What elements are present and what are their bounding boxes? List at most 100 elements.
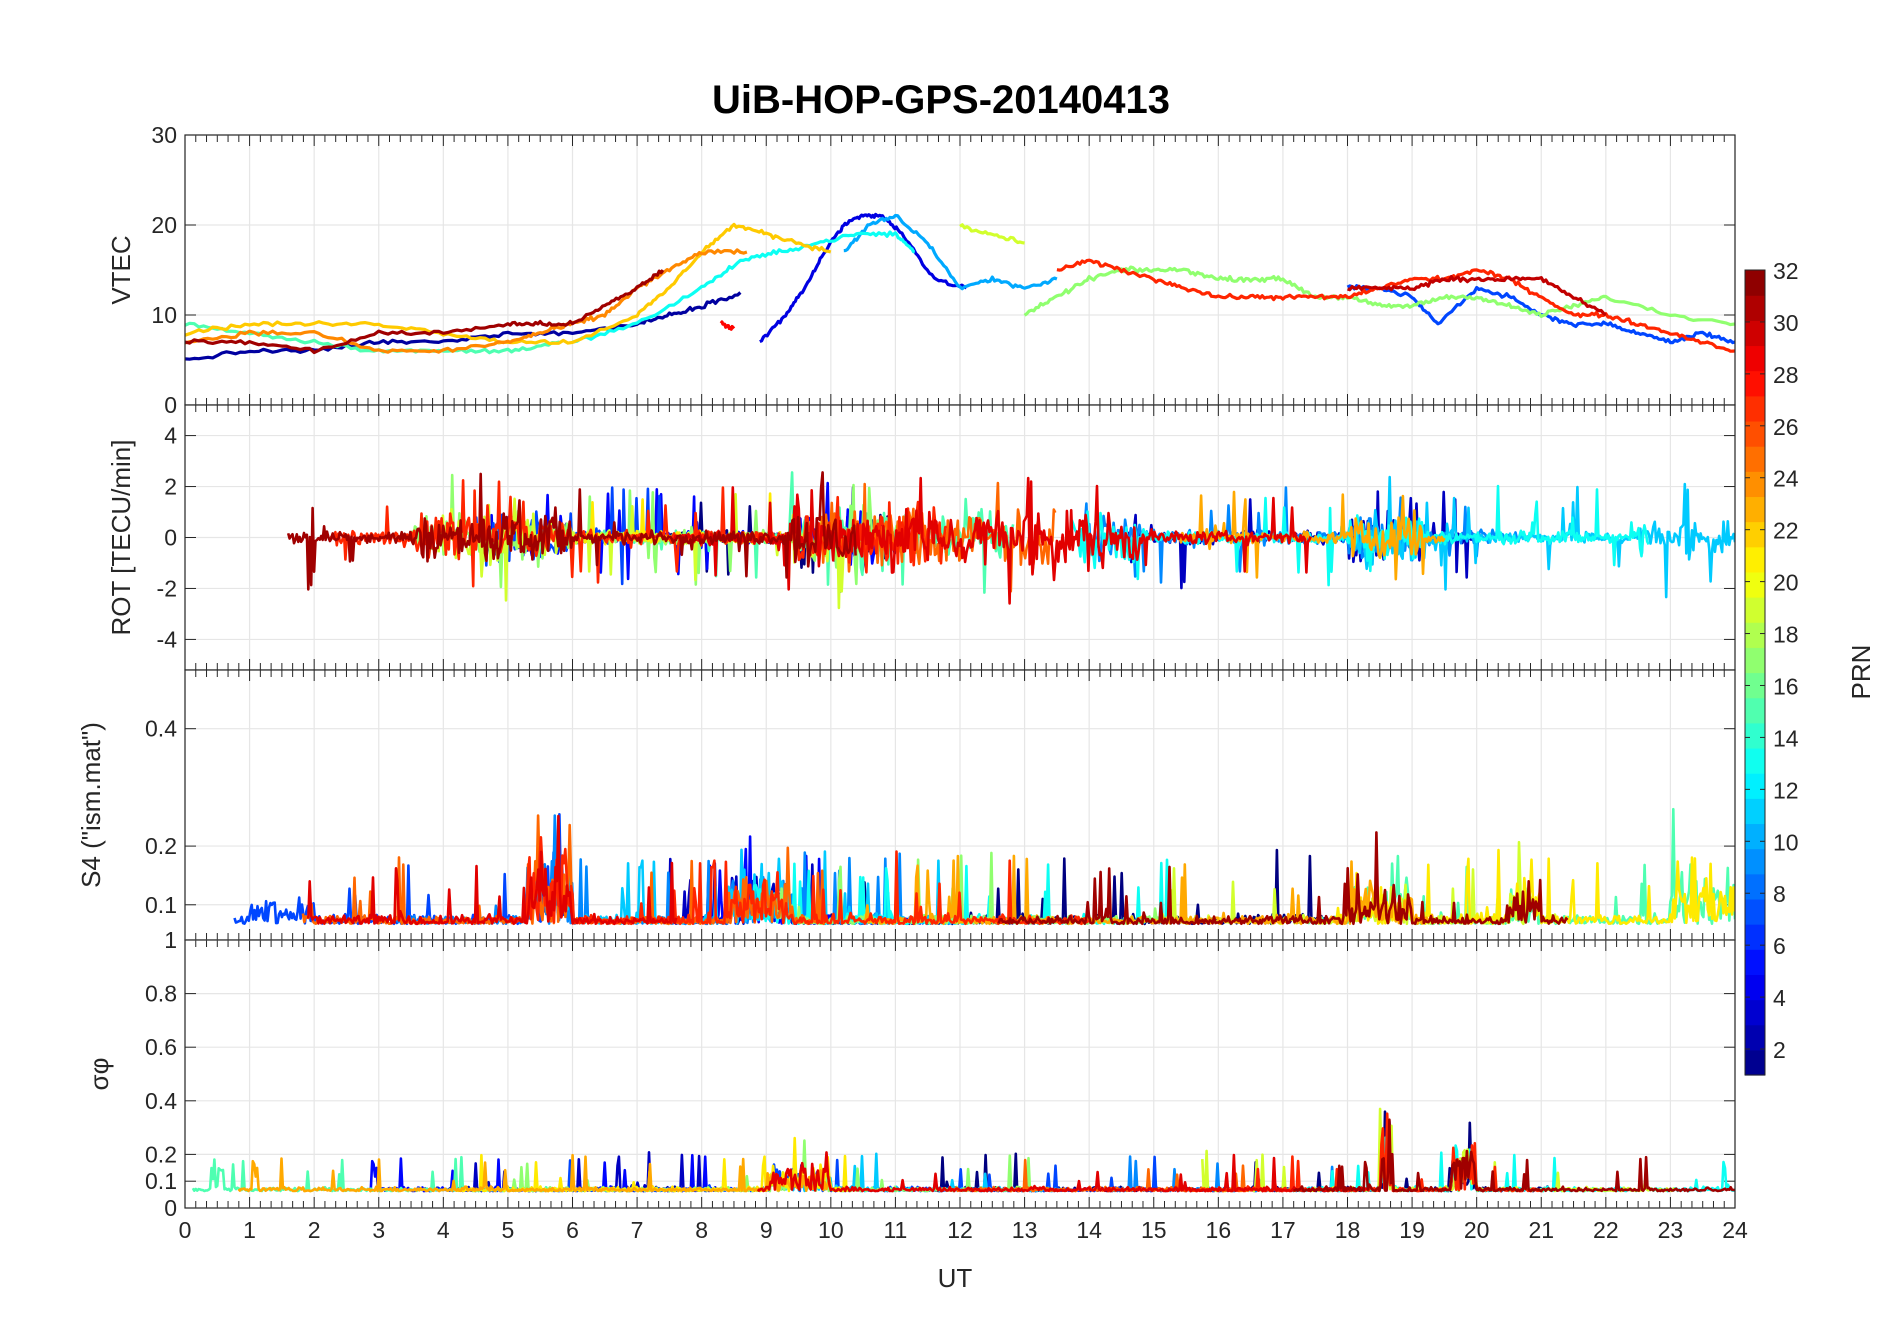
y-tick-label: -2 [157,575,177,601]
y-tick-label: 30 [151,122,177,148]
vtec-line-prn-10 [843,213,1058,291]
colorbar-segment [1745,446,1765,472]
colorbar-tick-label: 20 [1773,570,1799,596]
panel-4: 00.10.2 0.4 0.6 0.8 1 σφ [84,927,1736,1221]
x-tick-label: 13 [1012,1217,1038,1243]
x-tick-label: 23 [1658,1217,1684,1243]
colorbar-segment [1745,924,1765,950]
colorbar-segment [1745,1049,1765,1076]
vtec-line-prn-30 [1347,275,1607,317]
x-tick-label: 1 [243,1217,256,1243]
x-tick-label: 14 [1076,1217,1102,1243]
y-axis-label: σφ [84,1058,114,1091]
x-tick-label: 16 [1206,1217,1232,1243]
series-line-prn-29 [672,476,1312,605]
panel-3: 0.1 0.2 0.4 S4 ("ism.mat") [76,669,1736,941]
series-line-prn-29 [307,814,678,926]
vtec-line-prn-27 [1056,258,1735,353]
colorbar-tick-label: 12 [1773,777,1799,803]
series-line-prn-5 [481,481,877,593]
y-tick-label: 0 [164,1195,177,1221]
colorbar-tick-label: 10 [1773,829,1799,855]
colorbar-label: PRN [1846,645,1876,700]
colorbar-tick-label: 8 [1773,881,1786,907]
series-group [286,471,1735,610]
x-tick-label: 11 [883,1217,907,1243]
y-tick-label: 0.2 [145,1141,177,1167]
colorbar-tick-label: 28 [1773,362,1799,388]
series-group [233,807,1735,926]
colorbar-segment [1745,571,1765,598]
colorbar-segment [1745,747,1765,774]
y-tick-label: 0.6 [145,1034,177,1060]
colorbar-tick-label: 16 [1773,673,1799,699]
colorbar-segment [1745,898,1765,925]
colorbar-tick-label: 30 [1773,310,1799,336]
x-tick-label: 17 [1270,1217,1296,1243]
x-tick-label: 4 [437,1217,450,1243]
colorbar-segment [1745,270,1765,296]
series-group [185,212,1735,361]
y-tick-label: 0 [164,525,177,551]
colorbar-border [1744,269,1766,1076]
colorbar-tick-label: 26 [1773,414,1799,440]
y-tick-label: 20 [151,212,177,238]
colorbar-segment [1745,823,1765,850]
series-line-prn-29 [756,1151,1370,1193]
colorbar-segment [1745,345,1765,372]
vtec-line-prn-2 [185,291,742,361]
series-line-prn-27 [509,836,1090,926]
colorbar-tick-label: 32 [1773,258,1799,284]
series-line-prn-23 [1178,490,1446,581]
colorbar-segment [1745,546,1765,573]
y-axis-label: VTEC [106,235,136,304]
x-tick-label: 7 [631,1217,644,1243]
x-tick-label: 12 [947,1217,973,1243]
colorbar-segment [1745,295,1765,321]
x-axis-label: UT [938,1263,973,1293]
series-line-prn-11 [1345,475,1735,599]
y-tick-label: 0.1 [145,892,177,918]
colorbar-segment [1745,647,1765,674]
colorbar-segment [1745,848,1765,875]
vtec-line-prn-24 [185,248,748,354]
y-tick-label: 0.2 [145,833,177,859]
x-tick-label: 18 [1335,1217,1361,1243]
x-tick-label: 2 [308,1217,321,1243]
panel-2: -4 -2 0 2 4 ROT [TECU/min] [106,404,1736,671]
colorbar-segment [1745,999,1765,1026]
colorbar-segment [1745,597,1765,623]
colorbar-tick-label: 18 [1773,622,1799,648]
x-tick-label: 6 [566,1217,579,1243]
colorbar-segment [1745,722,1765,749]
chart-title: UiB-HOP-GPS-20140413 [712,78,1170,122]
colorbar-segment [1745,622,1765,648]
colorbar-tick-label: 6 [1773,933,1786,959]
series-group [191,1107,1735,1193]
x-tick-label: 8 [695,1217,708,1243]
x-tick-label: 10 [818,1217,844,1243]
series-line-prn-31 [1293,1118,1735,1193]
series-line-prn-31 [286,471,857,591]
y-tick-label: -4 [157,626,178,652]
x-tick-label: 3 [372,1217,385,1243]
colorbar-segment [1745,697,1765,724]
y-tick-label: 10 [151,302,177,328]
colorbar-segment [1745,521,1765,548]
colorbar-segment [1745,420,1765,447]
x-tick-label: 0 [179,1217,192,1243]
panel-1: 0 10 20 30 VTEC [106,122,1736,418]
vtec-line-prn-13 [572,230,916,344]
x-tick-label: 9 [760,1217,773,1243]
x-tick-label: 22 [1593,1217,1619,1243]
colorbar-segment [1745,672,1765,699]
vtec-line-prn-4 [759,212,968,344]
y-tick-label: 0.4 [145,716,177,742]
colorbar-segment [1745,949,1765,975]
colorbar-tick-label: 14 [1773,725,1799,751]
y-tick-label: 2 [164,474,177,500]
vtec-line-prn-19 [959,223,1025,245]
series-line-prn-23 [237,1153,834,1193]
colorbar-segment [1745,974,1765,1001]
